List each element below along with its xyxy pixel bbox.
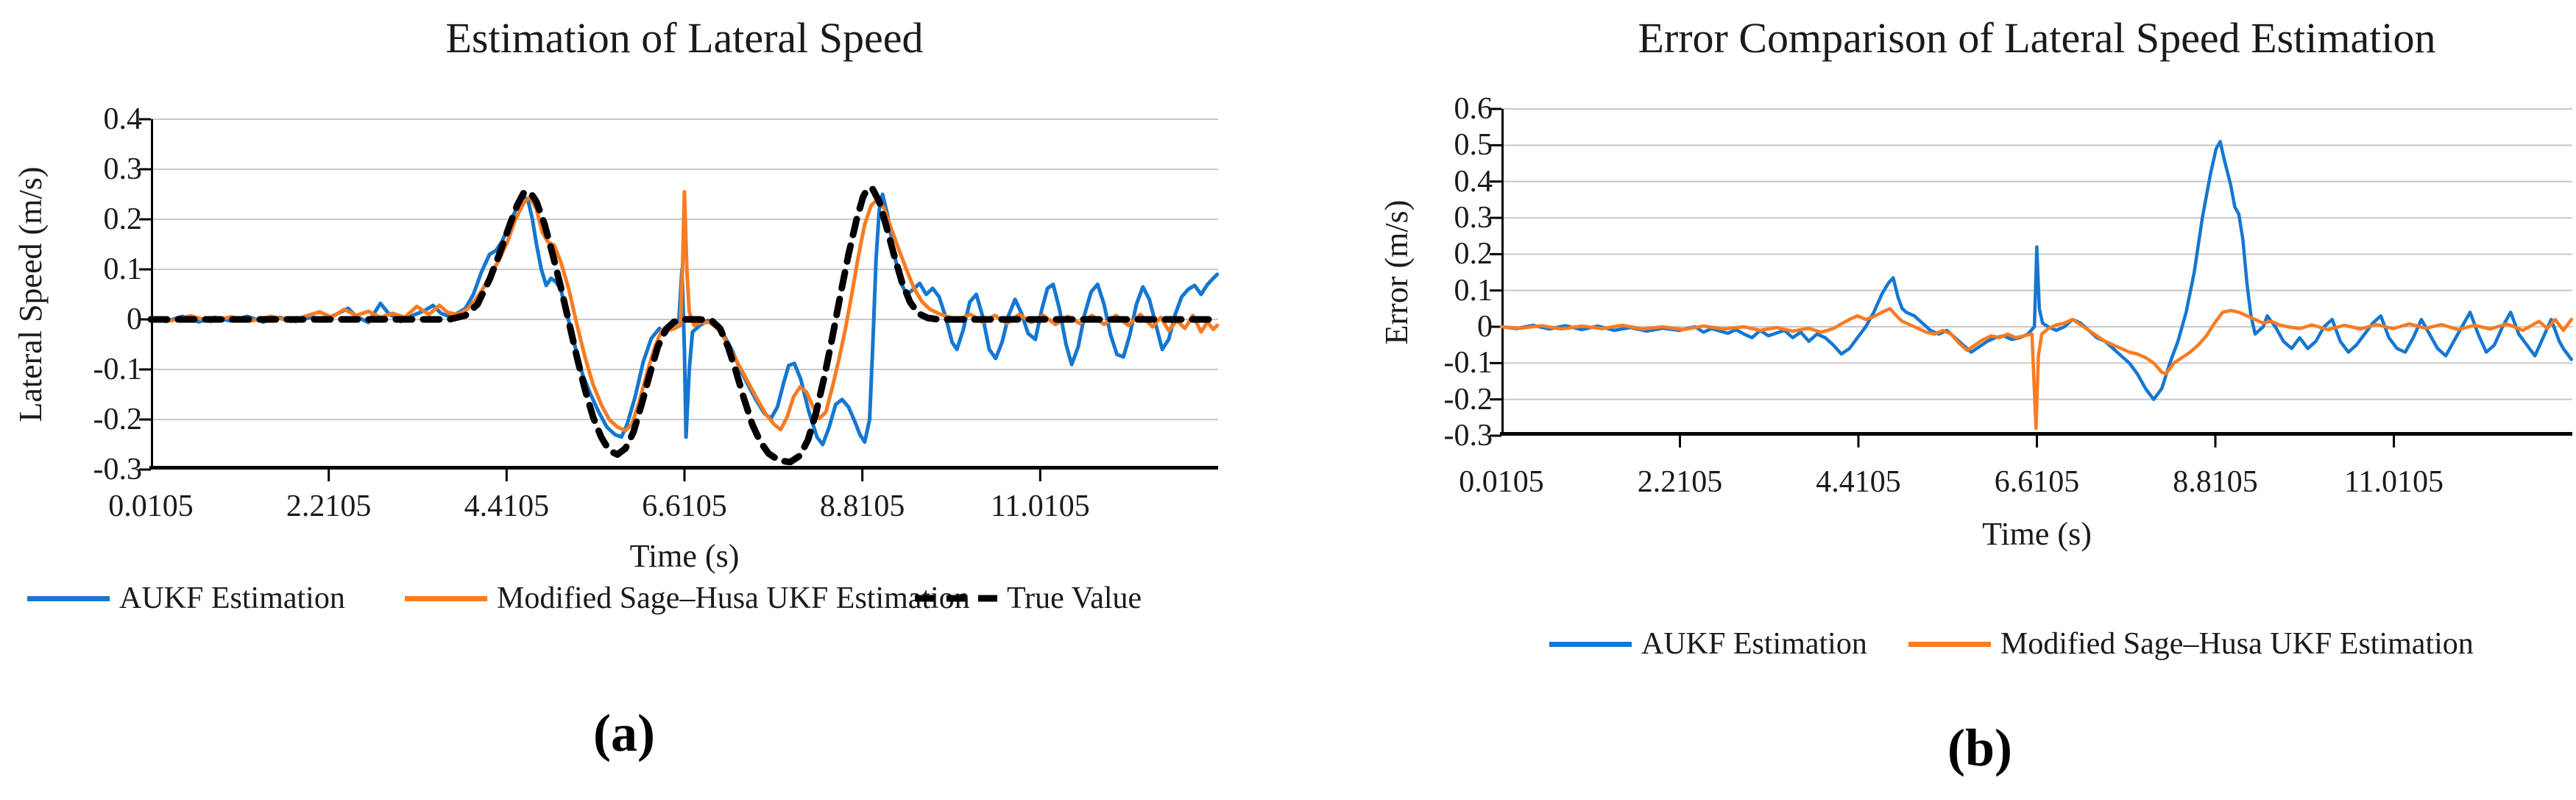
- legend-swatch: [27, 595, 110, 601]
- figure-caption-a: (a): [593, 704, 655, 762]
- y-tick-label: 0.3: [1454, 201, 1493, 235]
- y-tick-label: 0.3: [103, 152, 143, 186]
- plot-area-b: [1490, 107, 2574, 447]
- x-tick-label: 6.6105: [1994, 465, 2080, 499]
- legend-swatch: [405, 595, 487, 601]
- chart-title-b: Error Comparison of Lateral Speed Estima…: [1638, 14, 2436, 62]
- y-tick-label: 0.2: [1454, 237, 1493, 272]
- legend-label: Modified Sage–Husa UKF Estimation: [497, 581, 970, 615]
- y-tick-label: 0: [1477, 310, 1493, 344]
- series-line-1: [1499, 307, 2574, 431]
- x-tick-label: 11.0105: [2344, 465, 2444, 499]
- y-tick-label: 0.4: [1454, 164, 1493, 199]
- figure-caption-b: (b): [1947, 718, 2012, 777]
- x-tick-label: 4.4105: [1816, 465, 1901, 499]
- x-tick-label: 0.0105: [108, 489, 194, 523]
- y-tick-label: 0.2: [103, 202, 143, 236]
- x-tick-label: 2.2105: [286, 489, 372, 523]
- y-tick-label: 0: [127, 302, 142, 336]
- y-tick-label: 0.1: [103, 252, 143, 286]
- series-line-0: [1499, 140, 2574, 401]
- y-tick-label: -0.2: [93, 403, 143, 436]
- legend-swatch-dashed: [915, 595, 997, 602]
- y-tick-label: 0.5: [1454, 128, 1493, 163]
- x-tick-label: 6.6105: [642, 489, 727, 523]
- legend-swatch: [1908, 641, 1991, 647]
- x-tick-label: 11.0105: [990, 489, 1090, 523]
- legend-item: AUKF Estimation: [1549, 626, 1867, 662]
- x-tick-label: 4.4105: [464, 489, 550, 523]
- legend-label: AUKF Estimation: [119, 581, 345, 615]
- legend-swatch: [1549, 641, 1632, 647]
- x-tick-label: 0.0105: [1459, 465, 1544, 499]
- y-tick-label: 0.6: [1454, 92, 1493, 126]
- series-line-2: [147, 184, 1221, 466]
- legend-item: Modified Sage–Husa UKF Estimation: [1908, 626, 2474, 662]
- y-tick-label: -0.2: [1443, 382, 1493, 417]
- legend-label: AUKF Estimation: [1641, 627, 1867, 661]
- y-tick-label: 0.1: [1454, 273, 1493, 308]
- x-axis-label-a: Time (s): [629, 538, 740, 574]
- legend-label: Modified Sage–Husa UKF Estimation: [2000, 627, 2474, 661]
- x-tick-label: 8.8105: [819, 489, 905, 523]
- x-tick-label: 2.2105: [1637, 465, 1723, 499]
- plot-area-a: [139, 118, 1221, 481]
- y-tick-label: -0.1: [1443, 346, 1493, 380]
- y-tick-label: -0.1: [93, 353, 143, 386]
- y-tick-label: 0.4: [103, 102, 143, 136]
- legend-label: True Value: [1007, 581, 1142, 615]
- legend-item: Modified Sage–Husa UKF Estimation: [405, 580, 970, 617]
- x-tick-label: 8.8105: [2173, 465, 2258, 499]
- y-tick-label: -0.3: [1443, 419, 1493, 453]
- x-axis-label-b: Time (s): [1982, 516, 2092, 552]
- legend-item: AUKF Estimation: [27, 580, 345, 617]
- y-tick-label: -0.3: [93, 453, 143, 486]
- legend-item: True Value: [915, 580, 1142, 617]
- chart-title-a: Estimation of Lateral Speed: [445, 14, 924, 62]
